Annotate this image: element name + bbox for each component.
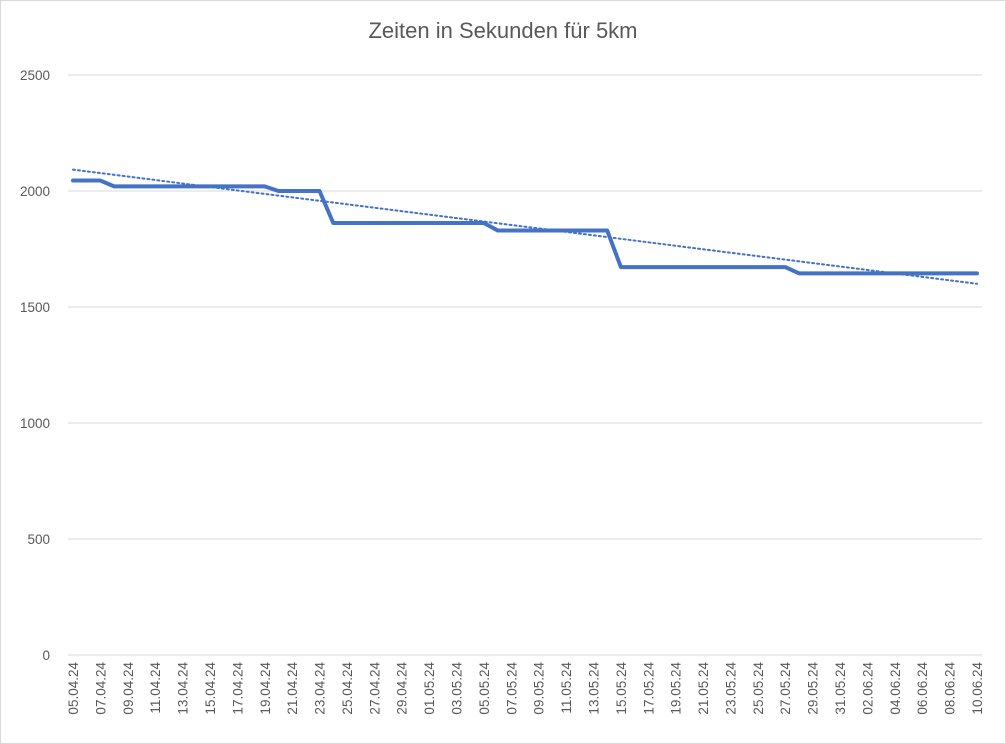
x-tick-label-30: 04.06.24 [888, 662, 903, 715]
trendline [72, 168, 978, 285]
x-tick-label-29: 02.06.24 [860, 662, 875, 715]
y-axis-tick-labels: 0 500 1000 1500 2000 2500 [20, 68, 50, 663]
x-tick-label-26: 27.05.24 [778, 662, 793, 715]
x-tick-label-10: 25.04.24 [340, 662, 355, 715]
x-axis-tick-labels: 05.04.24 07.04.24 09.04.24 11.04.24 13.04.24… [66, 662, 985, 715]
x-tick-label-15: 05.05.24 [477, 662, 492, 715]
x-tick-label-32: 08.06.24 [943, 662, 958, 715]
series-line-0 [71, 178, 979, 276]
x-tick-label-13: 01.05.24 [422, 662, 437, 715]
series-layer [71, 168, 979, 285]
x-tick-label-7: 19.04.24 [258, 662, 273, 715]
x-tick-label-12: 29.04.24 [395, 662, 410, 715]
x-tick-label-3: 11.04.24 [148, 662, 163, 714]
x-tick-label-24: 23.05.24 [723, 662, 738, 715]
x-tick-label-11: 27.04.24 [367, 662, 382, 715]
y-tick-label-1500: 1500 [20, 300, 50, 315]
x-tick-label-14: 03.05.24 [450, 662, 465, 715]
x-tick-label-8: 21.04.24 [285, 662, 300, 715]
x-tick-label-5: 15.04.24 [203, 662, 218, 715]
x-tick-label-4: 13.04.24 [176, 662, 191, 715]
x-tick-label-25: 25.05.24 [751, 662, 766, 715]
y-tick-label-2000: 2000 [20, 184, 50, 199]
x-tick-label-0: 05.04.24 [66, 662, 81, 715]
y-tick-label-500: 500 [27, 532, 50, 547]
x-tick-label-23: 21.05.24 [696, 662, 711, 715]
x-tick-label-28: 31.05.24 [833, 662, 848, 715]
gridlines [68, 74, 982, 656]
x-tick-label-17: 09.05.24 [532, 662, 547, 715]
x-tick-label-20: 15.05.24 [614, 662, 629, 715]
x-tick-label-18: 11.05.24 [559, 662, 574, 714]
x-tick-label-19: 13.05.24 [586, 662, 601, 715]
x-tick-label-16: 07.05.24 [504, 662, 519, 715]
chart-title: Zeiten in Sekunden für 5km [368, 18, 638, 43]
y-tick-label-2500: 2500 [20, 68, 50, 83]
x-tick-label-33: 10.06.24 [970, 662, 985, 715]
x-tick-label-9: 23.04.24 [313, 662, 328, 715]
x-tick-label-31: 06.06.24 [915, 662, 930, 715]
x-tick-label-2: 09.04.24 [121, 662, 136, 715]
x-tick-label-6: 17.04.24 [230, 662, 245, 715]
y-tick-label-1000: 1000 [20, 416, 50, 431]
x-tick-label-22: 19.05.24 [669, 662, 684, 715]
x-tick-label-27: 29.05.24 [806, 662, 821, 715]
x-tick-label-21: 17.05.24 [641, 662, 656, 715]
y-tick-label-0: 0 [42, 648, 50, 663]
x-tick-label-1: 07.04.24 [93, 662, 108, 715]
